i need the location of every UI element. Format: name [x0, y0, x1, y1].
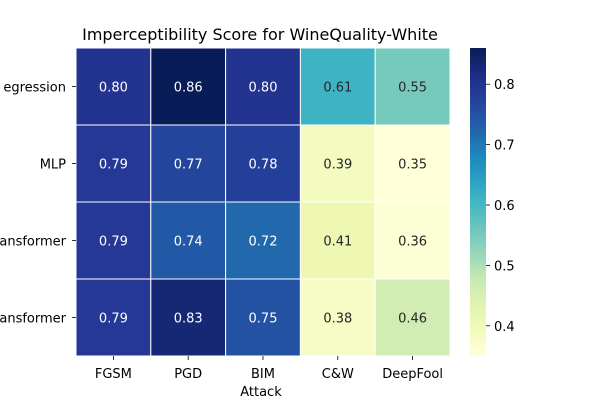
heatmap-cells: 0.80 0.86 0.80 0.61 0.55 0.79 0.77 0.78 0.39 0.35…	[75, 47, 451, 357]
heatmap-cell	[150, 47, 227, 126]
cell-value-label: 0.41	[323, 235, 352, 250]
chart-title: Imperceptibility Score for WineQuality-W…	[82, 25, 438, 44]
heatmap-cell	[225, 201, 301, 280]
cell-value-label: 0.75	[249, 312, 278, 327]
y-tick-label: MLP	[40, 158, 66, 173]
colorbar-tick-label: 0.7	[494, 139, 515, 154]
cell-value-label: 0.61	[323, 81, 352, 96]
x-tick-label: DeepFool	[382, 367, 443, 382]
cell-value-label: 0.72	[249, 235, 278, 250]
x-axis-ticks: FGSM PGD BIM C&W DeepFool	[95, 356, 443, 382]
x-axis-label: Attack	[240, 385, 282, 400]
cell-value-label: 0.77	[174, 158, 203, 173]
cell-value-label: 0.80	[99, 81, 128, 96]
y-tick-label: ansformer	[0, 235, 67, 250]
colorbar-tick-label: 0.8	[494, 78, 515, 93]
cell-value-label: 0.38	[323, 312, 352, 327]
cell-value-label: 0.55	[398, 81, 427, 96]
cell-value-label: 0.39	[323, 158, 352, 173]
x-tick-label: BIM	[251, 367, 275, 382]
cell-value-label: 0.79	[99, 235, 128, 250]
heatmap-cell	[75, 47, 152, 126]
colorbar-tick-label: 0.6	[494, 199, 515, 214]
heatmap-cell	[374, 201, 451, 280]
colorbar-ticks: 0.4 0.5 0.6 0.7 0.8	[486, 78, 515, 335]
colorbar-tick-label: 0.4	[494, 320, 515, 335]
cell-value-label: 0.86	[174, 81, 203, 96]
heatmap-cell	[225, 278, 301, 357]
heatmap-cell	[150, 278, 227, 357]
colorbar-tick-label: 0.5	[494, 259, 515, 274]
heatmap-cell	[299, 47, 376, 126]
heatmap-cell	[225, 124, 301, 203]
cell-value-label: 0.74	[174, 235, 203, 250]
cell-value-label: 0.46	[398, 312, 427, 327]
heatmap-cell	[75, 124, 152, 203]
y-tick-label: egression	[3, 81, 66, 96]
cell-value-label: 0.83	[174, 312, 203, 327]
x-tick-label: FGSM	[95, 367, 132, 382]
heatmap-cell	[374, 124, 451, 203]
x-tick-label: PGD	[174, 367, 202, 382]
heatmap-cell	[374, 278, 451, 357]
heatmap-cell	[225, 47, 301, 126]
x-tick-label: C&W	[322, 367, 354, 382]
cell-value-label: 0.79	[99, 312, 128, 327]
y-tick-label: ansformer	[0, 312, 67, 327]
y-axis-ticks: egression MLP ansformer ansformer	[0, 81, 76, 327]
heatmap-cell	[150, 201, 227, 280]
cell-value-label: 0.78	[249, 158, 278, 173]
heatmap-cell	[374, 47, 451, 126]
colorbar	[470, 48, 486, 356]
heatmap-cell	[299, 278, 376, 357]
cell-value-label: 0.36	[398, 235, 427, 250]
heatmap-cell	[299, 201, 376, 280]
cell-value-label: 0.80	[249, 81, 278, 96]
cell-value-label: 0.79	[99, 158, 128, 173]
cell-value-label: 0.35	[398, 158, 427, 173]
